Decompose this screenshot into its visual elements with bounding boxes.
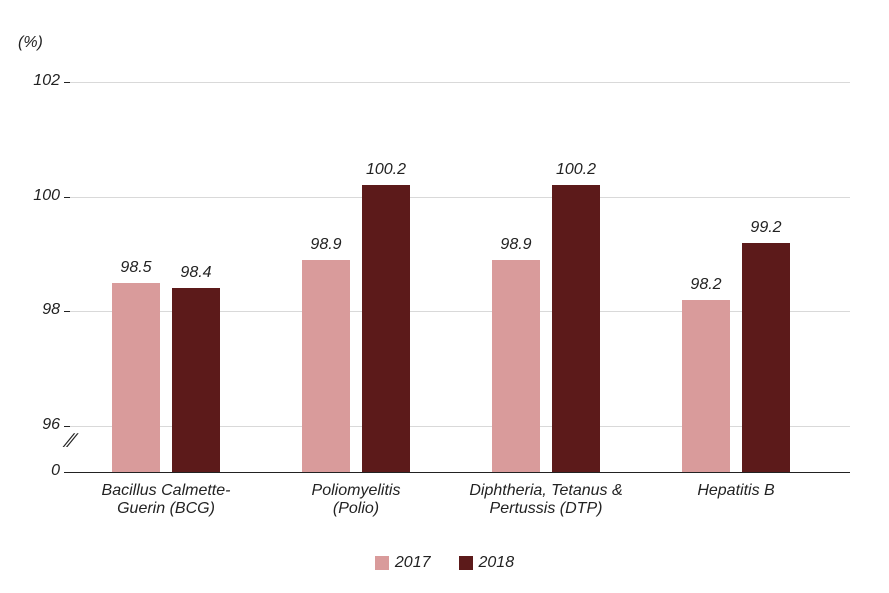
bar-value-label: 98.9 [310,236,341,254]
legend-item: 2017 [375,554,431,572]
gridline [70,197,850,198]
y-tick-label: 98 [20,301,60,319]
y-tick-label: 100 [20,187,60,205]
bar-value-label: 98.4 [180,264,211,282]
bar [552,185,600,472]
legend-label: 2018 [479,554,515,572]
bar [492,260,540,472]
bar-value-label: 98.5 [120,259,151,277]
category-label: Poliomyelitis(Polio) [261,482,451,518]
bar [742,243,790,472]
category-label: Hepatitis B [641,482,831,500]
y-tick-label: 96 [20,416,60,434]
y-tick-mark [64,311,70,312]
legend-item: 2018 [459,554,515,572]
bar-value-label: 100.2 [366,161,406,179]
y-tick-mark [64,472,70,473]
bar-value-label: 99.2 [750,219,781,237]
bar [362,185,410,472]
category-label: Bacillus Calmette-Guerin (BCG) [71,482,261,518]
axis-break-icon: ∕∕ [68,430,75,453]
y-tick-mark [64,426,70,427]
y-tick-label: 102 [20,72,60,90]
bar [302,260,350,472]
y-tick-label: 0 [20,462,60,480]
legend-swatch [459,556,473,570]
bar [172,288,220,472]
legend-label: 2017 [395,554,431,572]
y-tick-mark [64,82,70,83]
y-tick-mark [64,197,70,198]
gridline [70,82,850,83]
bar-value-label: 98.2 [690,276,721,294]
bar-value-label: 98.9 [500,236,531,254]
bar [682,300,730,472]
y-axis-title: (%) [18,34,43,52]
immunisation-bar-chart: (%) 0 96 98 100 102 ∕∕ Bacillus Calmette-Gue… [0,0,889,593]
category-label: Diphtheria, Tetanus &Pertussis (DTP) [451,482,641,518]
legend: 2017 2018 [0,554,889,575]
bar-value-label: 100.2 [556,161,596,179]
legend-swatch [375,556,389,570]
bar [112,283,160,472]
